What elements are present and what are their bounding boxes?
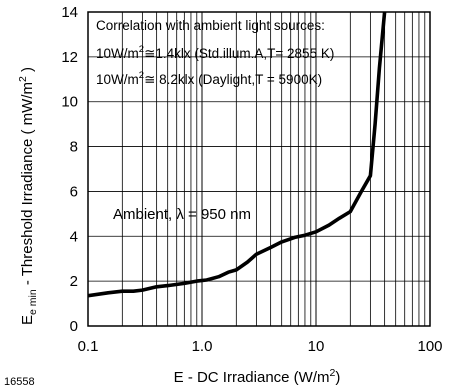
ambient-label: Ambient, λ = 950 nm: [113, 206, 251, 223]
grid-layer: [88, 12, 430, 326]
y-tick-label: 0: [70, 318, 78, 335]
x-tick-label: 0.1: [78, 338, 99, 355]
y-tick-label: 2: [70, 273, 78, 290]
figure-id: 16558: [4, 376, 35, 388]
y-tick-label: 4: [70, 228, 78, 245]
annotation-line-1: Correlation with ambient light sources:: [96, 18, 325, 33]
y-tick-label: 14: [61, 4, 78, 21]
y-tick-label: 10: [61, 94, 78, 111]
annotation-line-2: 10W/m2≅1.4klx (Std.illum.A,T= 2855 K): [96, 44, 334, 61]
annotation-line-3: 10W/m2≅ 8.2klx (Daylight,T = 5900K): [96, 70, 322, 87]
correlation-annotation: Correlation with ambient light sources: …: [96, 18, 334, 87]
series-layer: [88, 12, 387, 298]
x-tick-label: 100: [417, 338, 442, 355]
y-tick-label: 12: [61, 49, 78, 66]
x-axis-title: E - DC Irradiance (W/m2): [174, 367, 341, 386]
x-tick-label: 1.0: [192, 338, 213, 355]
x-tick-label: 10: [308, 338, 325, 355]
y-axis-title: Ee min - Threshold Irradiance ( mW/m2 ): [17, 67, 39, 325]
y-tick-label: 8: [70, 139, 78, 156]
y-tick-label: 6: [70, 183, 78, 200]
tick-layer: 0 2 4 6 8 10 12 14 0.1 1.0 10 100: [61, 4, 442, 355]
threshold-curve: [88, 12, 387, 298]
plot-frame: [87, 11, 431, 327]
